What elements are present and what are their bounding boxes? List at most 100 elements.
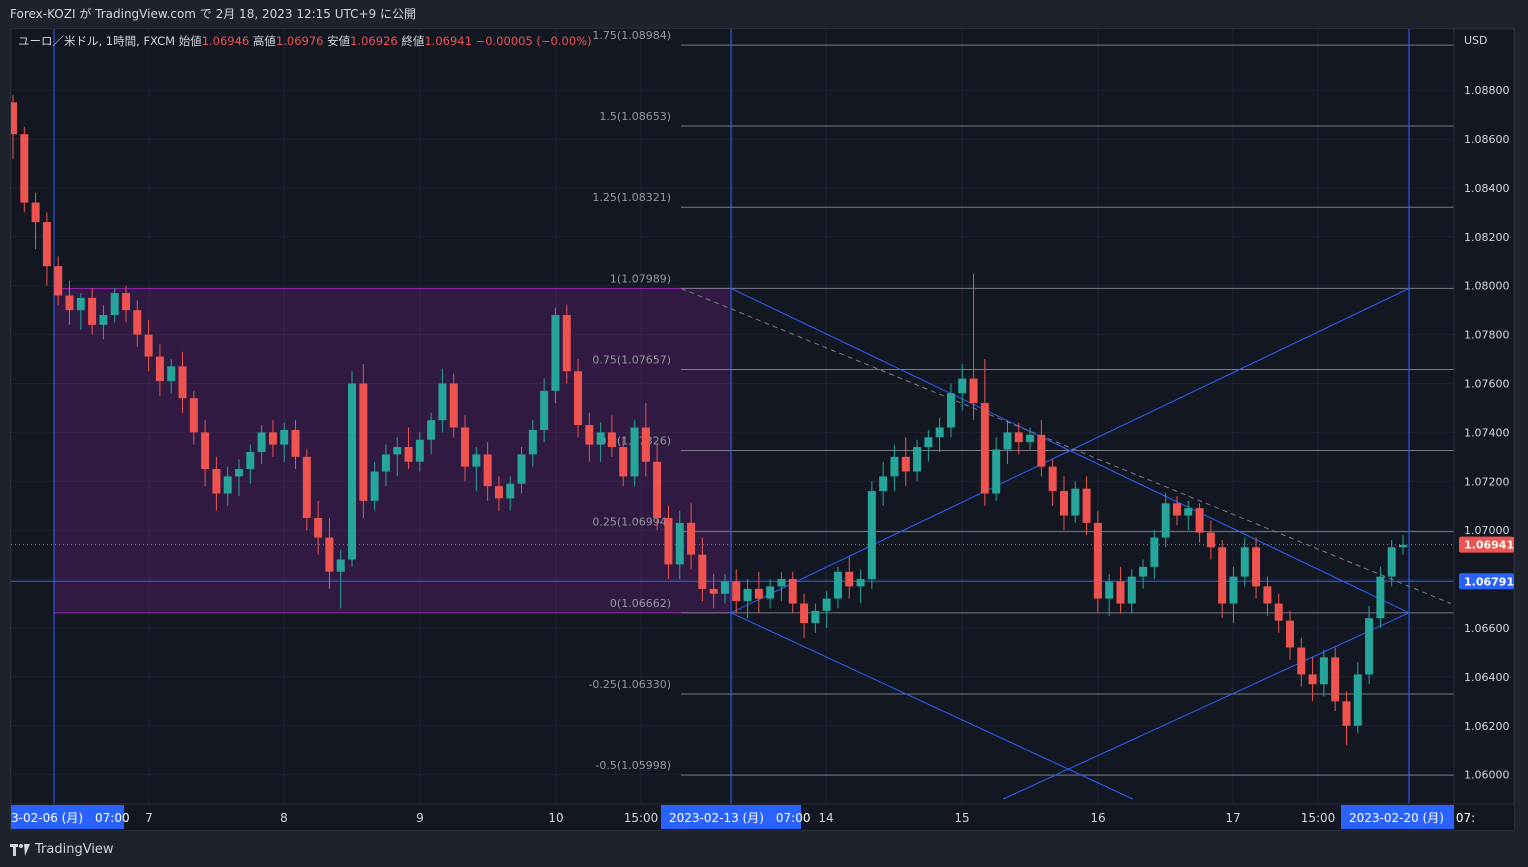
candle-body — [336, 559, 345, 572]
candle-body — [415, 439, 424, 462]
candle-body — [393, 447, 402, 455]
candle-body — [946, 393, 955, 428]
close-value: 1.06941 — [424, 34, 472, 48]
high-value: 1.06976 — [275, 34, 324, 48]
candle-body — [1218, 547, 1227, 604]
candle-body — [653, 461, 662, 518]
price-tag-bg — [1459, 536, 1514, 553]
y-tick-label: 1.07800 — [1464, 329, 1510, 342]
candle-body — [88, 297, 97, 325]
candle-body — [1048, 466, 1057, 492]
candle-body — [155, 356, 164, 382]
candle-body — [901, 456, 910, 472]
candle-body — [822, 598, 831, 611]
candle-body — [1285, 620, 1294, 648]
fib-level-label: 1.25(1.08321) — [592, 191, 671, 204]
y-tick-label: 1.08800 — [1464, 84, 1510, 97]
candle-body — [1229, 576, 1238, 604]
price-chart[interactable]: 1.08800 1.08600 1.08400 1.08200 1.08000 1.078… — [11, 29, 1514, 830]
candle-body — [438, 383, 447, 421]
candle-body — [42, 222, 51, 267]
candle-body — [506, 483, 515, 499]
fib-level-label: 0(1.06662) — [610, 597, 671, 610]
candle-body — [167, 366, 176, 382]
time-axis-label: 3-02-06 (月) 07:00 — [11, 811, 130, 825]
time-axis-label: 15:00 — [624, 811, 659, 825]
candle-body — [1331, 657, 1340, 702]
candle-body — [607, 432, 616, 448]
candle-body — [449, 383, 458, 428]
y-tick-label: 1.08600 — [1464, 133, 1510, 146]
candle-body — [144, 334, 153, 357]
high-label: 高値 — [252, 34, 276, 48]
candle-body — [235, 469, 244, 477]
y-tick-label: 1.07400 — [1464, 426, 1510, 439]
time-axis-label: 15:00 — [1301, 811, 1336, 825]
candle-body — [122, 293, 131, 311]
candle-body — [20, 134, 29, 203]
candle-body — [1274, 603, 1283, 621]
open-value: 1.06946 — [201, 34, 250, 48]
candle-body — [935, 427, 944, 438]
candle-body — [845, 571, 854, 587]
time-axis-label: 16 — [1090, 811, 1105, 825]
brand-name: TradingView — [35, 842, 114, 857]
candle-body — [664, 517, 673, 565]
candle-body — [404, 447, 413, 462]
candle-body — [1161, 503, 1170, 538]
candle-body — [619, 447, 628, 477]
low-label: 安値 — [327, 34, 351, 48]
time-axis-label: 10 — [548, 811, 563, 825]
y-tick-label: 1.08000 — [1464, 280, 1510, 293]
candle-body — [483, 454, 492, 487]
chart-area[interactable]: 1.08800 1.08600 1.08400 1.08200 1.08000 1.078… — [10, 28, 1515, 831]
y-tick-label: 1.06600 — [1464, 622, 1510, 635]
candle-body — [1093, 522, 1102, 599]
candle-body — [31, 202, 40, 223]
candle-body — [1071, 488, 1080, 516]
candle-body — [1184, 508, 1193, 516]
candle-body — [596, 432, 605, 445]
time-axis-label: 9 — [416, 811, 424, 825]
candle-body — [1172, 503, 1181, 516]
candle-body — [788, 579, 797, 604]
candle-body — [562, 315, 571, 372]
tradingview-logo[interactable]: TradingView — [10, 838, 114, 862]
open-label: 始値 — [178, 34, 202, 48]
fib-level-label: 1.5(1.08653) — [599, 110, 671, 123]
candle-body — [980, 403, 989, 494]
candle-body — [1297, 647, 1306, 675]
price-tag-bg — [1459, 573, 1514, 590]
candle-body — [201, 432, 210, 470]
pattern-trend-line — [730, 287, 1410, 614]
fib-level-label: 1(1.07989) — [610, 272, 671, 285]
candle-body — [212, 469, 221, 494]
y-tick-label: 1.06000 — [1464, 769, 1510, 782]
tradingview-icon — [10, 844, 30, 856]
fib-level-label: -0.5(1.05998) — [595, 759, 671, 772]
candle-body — [698, 554, 707, 589]
y-tick-label: 1.07000 — [1464, 524, 1510, 537]
price-tag-label: 1.06791 — [1464, 575, 1514, 588]
candle-body — [1195, 508, 1204, 533]
candle-body — [732, 581, 741, 602]
candle-body — [494, 486, 503, 499]
candle-body — [1240, 547, 1249, 577]
y-tick-label: 1.07600 — [1464, 377, 1510, 390]
candle-body — [268, 432, 277, 445]
candle-body — [302, 456, 311, 518]
candle-body — [359, 383, 368, 501]
candle-body — [528, 429, 537, 455]
candle-body — [1376, 576, 1385, 619]
price-tag-label: 1.06941 — [1464, 539, 1514, 552]
candle-body — [1037, 434, 1046, 467]
symbol-label[interactable]: ユーロ／米ドル, 1時間, FXCM — [18, 34, 176, 48]
ohlc-legend: ユーロ／米ドル, 1時間, FXCM 始値1.06946 高値1.06976 安… — [18, 33, 592, 49]
candle-body — [833, 571, 842, 599]
candle-body — [958, 378, 967, 394]
candle-body — [913, 447, 922, 472]
time-axis-label: 2023-02-20 (月) 07: — [1349, 811, 1475, 825]
candle-body — [687, 522, 696, 555]
candle-body — [1319, 657, 1328, 685]
candle-body — [1387, 547, 1396, 577]
